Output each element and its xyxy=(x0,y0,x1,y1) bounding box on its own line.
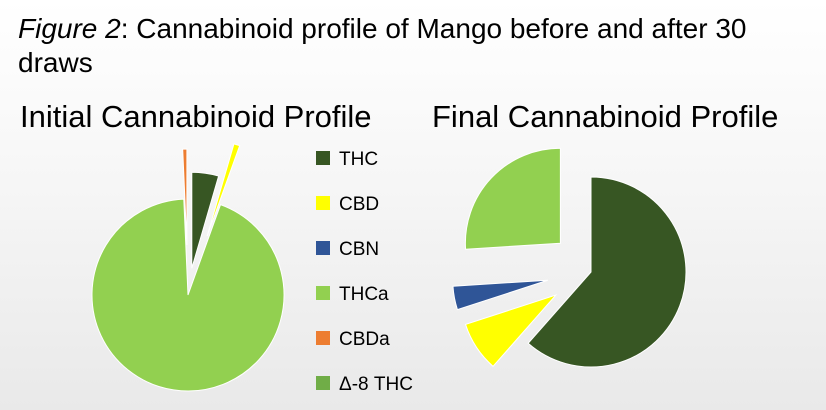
legend-label-cbd: CBD xyxy=(339,194,379,215)
final-pie-chart xyxy=(452,147,687,368)
initial-chart-title: Initial Cannabinoid Profile xyxy=(20,99,372,134)
legend-label-thca: THCa xyxy=(339,284,389,305)
final-slice-cbn xyxy=(452,279,548,311)
chart-legend: THC CBD CBN THCa CBDa Δ-8 THC xyxy=(316,149,413,395)
final-slice-cbd xyxy=(464,294,558,368)
legend-label-cbn: CBN xyxy=(339,239,379,260)
legend-label-delta-8-thc: Δ-8 THC xyxy=(339,374,413,395)
legend-swatch-cbn xyxy=(316,241,330,255)
legend-swatch-cbd xyxy=(316,196,330,210)
initial-slice-thca xyxy=(91,198,285,392)
legend-label-cbda: CBDa xyxy=(339,329,390,350)
initial-slice-thc xyxy=(191,171,220,269)
initial-slice-cbd xyxy=(206,143,241,237)
figure-caption: Figure 2: Cannabinoid profile of Mango b… xyxy=(18,12,808,80)
final-slice-thc xyxy=(527,176,687,368)
figure-label: Figure 2 xyxy=(18,13,121,44)
legend-swatch-thc xyxy=(316,151,330,165)
legend-label-thc: THC xyxy=(339,149,378,170)
final-slice-thca xyxy=(464,147,561,250)
figure-caption-text: : Cannabinoid profile of Mango before an… xyxy=(18,13,747,78)
initial-slice-cbda xyxy=(182,148,188,246)
initial-pie-chart xyxy=(91,143,285,392)
legend-swatch-delta-8-thc xyxy=(316,376,330,390)
legend-swatch-cbda xyxy=(316,331,330,345)
legend-swatch-thca xyxy=(316,286,330,300)
final-chart-title: Final Cannabinoid Profile xyxy=(432,99,779,134)
